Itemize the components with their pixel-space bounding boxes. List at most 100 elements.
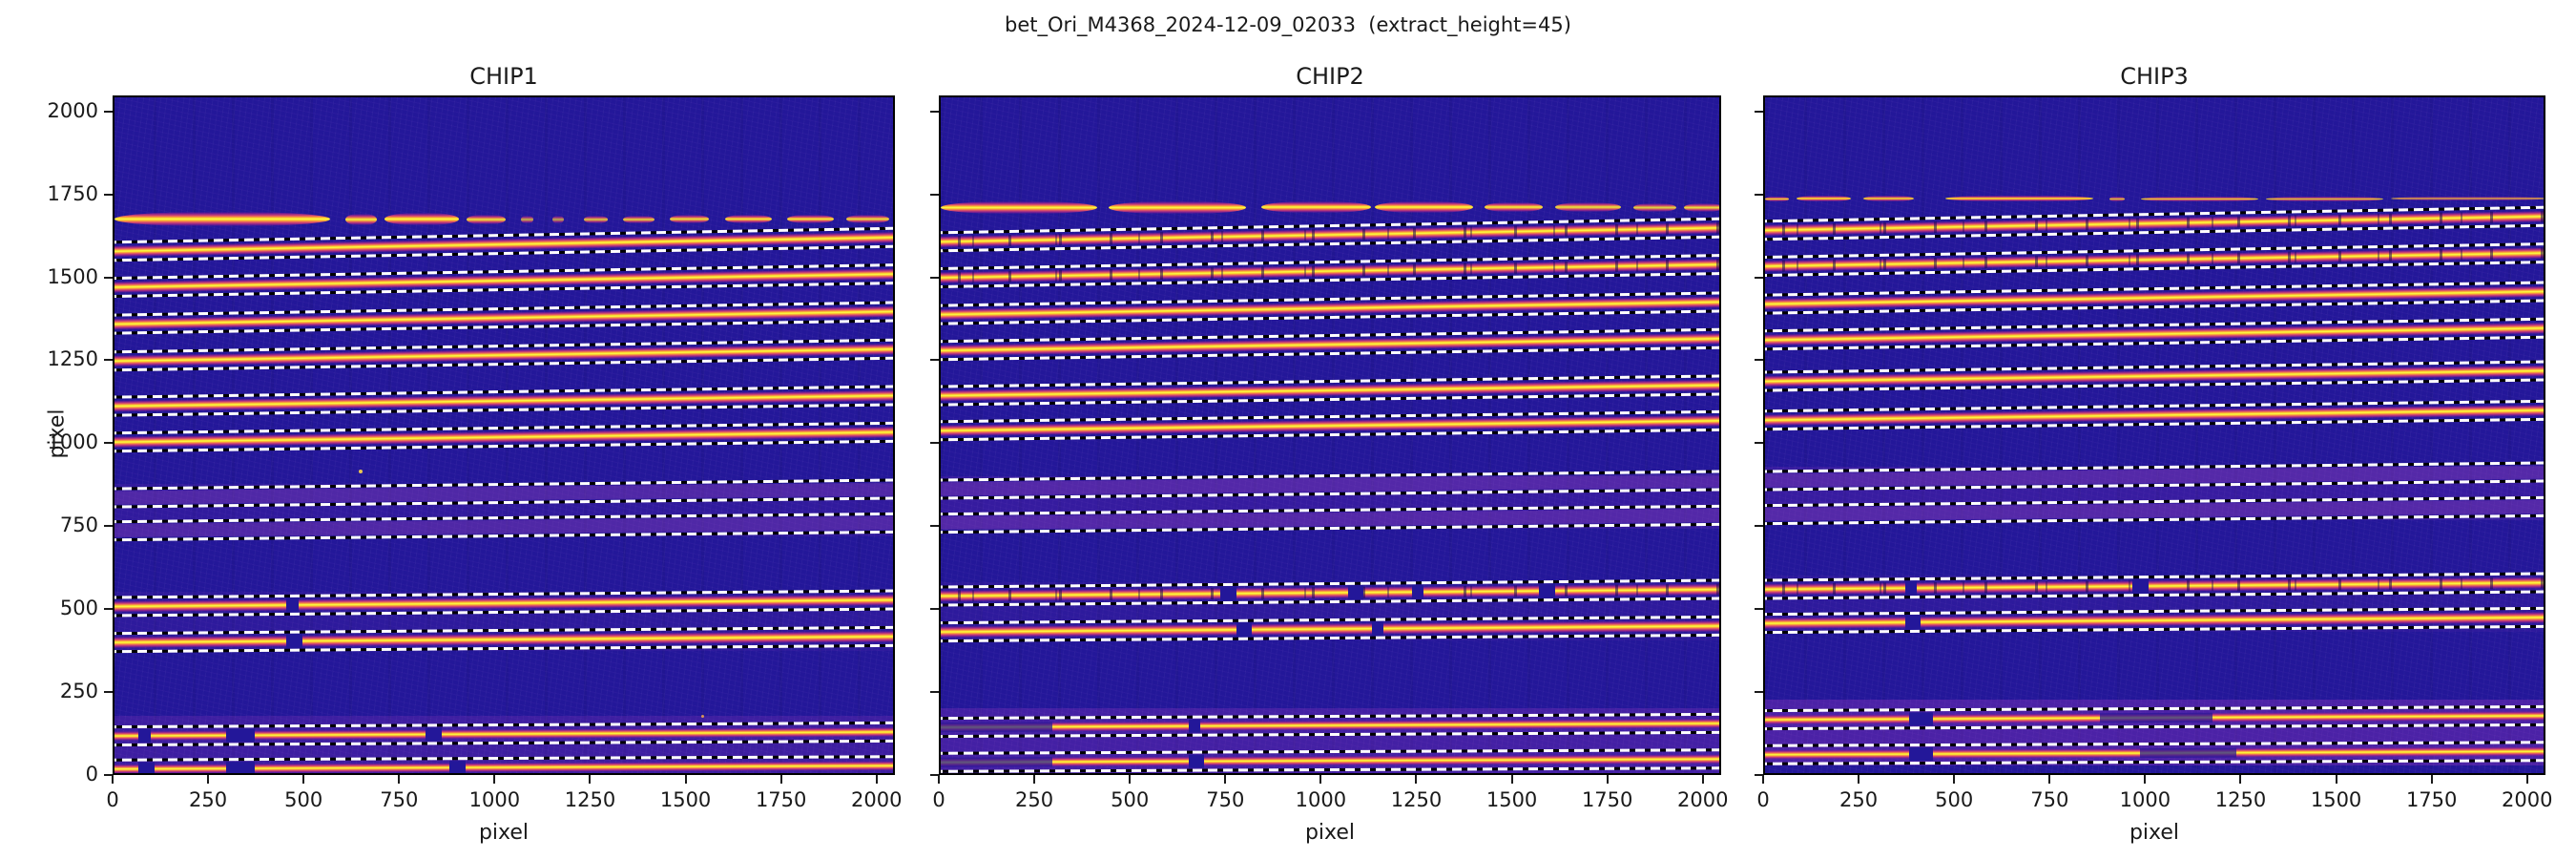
- top-trace-segment: [1109, 200, 1246, 214]
- top-trace-segment: [2265, 197, 2383, 201]
- top-trace-segment: [2109, 197, 2126, 201]
- y-tick-mark: [104, 193, 113, 196]
- x-tick-mark: [779, 775, 782, 784]
- top-trace-segment: [623, 215, 654, 223]
- artifact-dot: [359, 470, 364, 474]
- x-tick-mark: [1510, 775, 1513, 784]
- trace-gap: [226, 728, 255, 743]
- x-tick-label: 1750: [755, 788, 807, 811]
- x-tick-label: 1500: [2310, 788, 2362, 811]
- x-tick-label: 500: [1935, 788, 1974, 811]
- x-tick-mark: [1129, 775, 1132, 784]
- x-tick-mark: [398, 775, 401, 784]
- top-trace-segment: [552, 216, 565, 223]
- top-trace-segment: [941, 200, 1097, 214]
- x-tick-mark: [589, 775, 592, 784]
- x-tick-mark: [1606, 775, 1609, 784]
- x-tick-label: 250: [1839, 788, 1879, 811]
- trace-gap: [1411, 584, 1424, 600]
- y-tick-mark: [930, 608, 939, 611]
- x-tick-mark: [302, 775, 305, 784]
- x-tick-label: 0: [1756, 788, 1770, 811]
- top-trace-segment: [1375, 201, 1473, 214]
- y-tick-mark: [104, 774, 113, 776]
- chip3-title: CHIP3: [2120, 63, 2189, 90]
- x-tick-mark: [2525, 775, 2528, 784]
- top-trace-segment: [2391, 197, 2544, 201]
- x-tick-label: 2000: [1677, 788, 1729, 811]
- top-trace-segment: [344, 213, 377, 225]
- x-tick-label: 1750: [2405, 788, 2458, 811]
- y-tick-mark: [104, 608, 113, 611]
- x-tick-label: 1750: [1581, 788, 1633, 811]
- x-tick-mark: [1319, 775, 1322, 784]
- x-axis-label: pixel: [1304, 821, 1356, 845]
- top-trace-segment: [467, 214, 506, 225]
- x-tick-label: 1000: [2119, 788, 2171, 811]
- y-tick-mark: [1755, 691, 1763, 694]
- x-tick-label: 1000: [1295, 788, 1347, 811]
- trace-gap: [1904, 615, 1922, 631]
- trace-dim-segment: [2100, 713, 2212, 723]
- trace-gap: [138, 728, 152, 743]
- x-tick-mark: [493, 775, 496, 784]
- top-trace-segment: [724, 215, 772, 224]
- x-tick-label: 1250: [1390, 788, 1443, 811]
- y-tick-mark: [930, 525, 939, 528]
- x-tick-label: 0: [106, 788, 119, 811]
- order-trace-group-8: [941, 505, 1719, 534]
- chip1-title: CHIP1: [469, 63, 538, 90]
- chip3-canvas: [1763, 95, 2545, 775]
- y-tick-mark: [1755, 774, 1763, 776]
- top-trace-segment: [521, 216, 533, 223]
- y-tick-mark: [1755, 276, 1763, 279]
- x-tick-mark: [1858, 775, 1860, 784]
- x-tick-mark: [684, 775, 687, 784]
- x-tick-label: 1250: [564, 788, 616, 811]
- trace-gap: [1347, 584, 1364, 600]
- trace-gap: [426, 727, 443, 742]
- y-tick-mark: [930, 442, 939, 445]
- y-tick-label: 1750: [47, 181, 98, 205]
- y-tick-mark: [1755, 193, 1763, 196]
- x-tick-mark: [1953, 775, 1956, 784]
- y-tick-label: 1000: [47, 430, 98, 454]
- figure-suptitle: bet_Ori_M4368_2024-12-09_02033 (extract_…: [1005, 13, 1571, 36]
- trace-gap: [286, 597, 299, 613]
- x-tick-mark: [1415, 775, 1418, 784]
- top-trace-segment: [384, 213, 459, 226]
- order-trace-group-8: [1765, 495, 2544, 525]
- top-trace-segment: [670, 215, 710, 224]
- trace-dim-segment: [2140, 747, 2236, 758]
- x-tick-label: 500: [1111, 788, 1150, 811]
- top-trace-segment: [1765, 196, 1789, 201]
- trace-gap: [138, 763, 156, 773]
- x-tick-mark: [2048, 775, 2051, 784]
- scattered-light-haze-band: [941, 475, 1719, 530]
- y-tick-mark: [1755, 359, 1763, 362]
- chip1-canvas: [113, 95, 895, 775]
- top-trace-segment: [1554, 202, 1622, 213]
- x-tick-mark: [2239, 775, 2242, 784]
- x-tick-mark: [1701, 775, 1704, 784]
- y-tick-mark: [930, 276, 939, 279]
- trace-gap: [1188, 754, 1205, 768]
- x-tick-mark: [2144, 775, 2147, 784]
- x-tick-label: 750: [2030, 788, 2069, 811]
- y-tick-mark: [930, 359, 939, 362]
- x-tick-mark: [112, 775, 114, 784]
- y-tick-mark: [1755, 525, 1763, 528]
- trace-gap: [1236, 621, 1253, 638]
- trace-gap: [1219, 585, 1236, 601]
- trace-gap: [1908, 746, 1933, 761]
- y-tick-mark: [104, 276, 113, 279]
- y-tick-mark: [104, 442, 113, 445]
- x-tick-label: 0: [932, 788, 945, 811]
- top-trace-segment: [1796, 196, 1852, 202]
- y-tick-mark: [104, 691, 113, 694]
- x-tick-label: 750: [1206, 788, 1245, 811]
- trace-gap: [1188, 720, 1201, 734]
- top-trace-segment: [845, 215, 889, 224]
- chip2-title: CHIP2: [1296, 63, 1364, 90]
- trace-dim-segment: [941, 722, 1053, 733]
